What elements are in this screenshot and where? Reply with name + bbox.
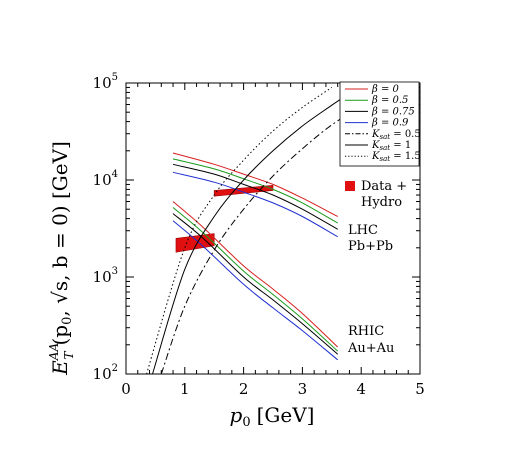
lhc-series-line-1 xyxy=(172,158,338,224)
legend-label-6: Ksat = 1.5 xyxy=(371,151,421,163)
data-legend-swatch xyxy=(345,181,355,191)
y-tick-label: 105 xyxy=(93,72,118,92)
series-lines xyxy=(146,86,362,374)
rhic-series-line-2 xyxy=(172,213,339,355)
rhic-series-line-0 xyxy=(172,201,339,348)
rhic-series-line-1 xyxy=(172,207,339,352)
plot-frame xyxy=(125,82,421,375)
ksat-series-line-2 xyxy=(146,86,333,374)
ksat-series-line-0 xyxy=(160,105,362,374)
data-band-lhc xyxy=(213,185,274,197)
axes-frame xyxy=(125,82,421,375)
legend-box xyxy=(339,81,420,167)
data-annotation-line2: Hydro xyxy=(361,195,402,210)
x-tick-label: 2 xyxy=(239,380,249,398)
y-tick-label: 104 xyxy=(93,169,118,189)
rhic-annotation-line1: RHIC xyxy=(348,324,384,339)
lhc-annotation-line1: LHC xyxy=(348,223,378,238)
legend-label-1: β = 0.5 xyxy=(371,95,408,106)
data-band-rhic xyxy=(175,233,215,253)
x-tick-label: 0 xyxy=(121,380,131,398)
legend-label-2: β = 0.75 xyxy=(371,106,415,117)
rhic-annotation-line2: Au+Au xyxy=(347,341,394,356)
legend-label-5: Ksat = 1 xyxy=(371,140,411,152)
x-axis-label: p0 [GeV] xyxy=(230,403,315,430)
legend-label-0: β = 0 xyxy=(371,84,400,95)
ksat-series-line-1 xyxy=(152,93,350,374)
data-annotation-line1: Data + xyxy=(361,179,407,194)
lhc-series-line-0 xyxy=(172,152,338,217)
y-tick-label: 102 xyxy=(93,363,118,383)
y-axis-label: EAAT(p0, √s, b = 0) [GeV] xyxy=(47,141,76,376)
lhc-annotation-line2: Pb+Pb xyxy=(348,239,393,254)
rhic-series-line-3 xyxy=(172,220,339,361)
data-bands xyxy=(175,185,274,253)
y-tick-label: 103 xyxy=(93,266,118,286)
x-tick-label: 5 xyxy=(415,380,425,398)
x-tick-label: 3 xyxy=(298,380,308,398)
x-tick-label: 4 xyxy=(356,380,366,398)
lhc-series-line-2 xyxy=(172,163,338,230)
legend-label-3: β = 0.9 xyxy=(371,118,409,129)
x-tick-label: 1 xyxy=(180,380,190,398)
lhc-series-line-3 xyxy=(172,171,338,238)
legend-label-4: Ksat = 0.5 xyxy=(371,129,421,141)
